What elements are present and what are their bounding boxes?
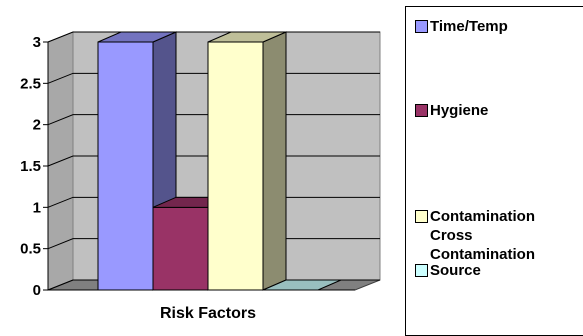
legend-swatch-source [415, 264, 428, 277]
bar-front [97, 41, 154, 291]
legend-swatch-time-temp [415, 20, 428, 33]
bar-side [262, 31, 287, 291]
bar-top [262, 279, 342, 291]
y-tick-label: 1 [33, 199, 41, 216]
bar-front [152, 206, 209, 291]
bar-front [207, 41, 264, 291]
legend-item-contamination: Contamination Cross Contamination [415, 207, 535, 264]
legend-item-hygiene: Hygiene [415, 101, 488, 120]
legend: Time/Temp Hygiene Contamination Cross Co… [405, 6, 583, 336]
y-tick-label: 2.5 [20, 75, 41, 92]
y-tick-label: 0.5 [20, 241, 41, 258]
y-tick-label: 2 [33, 117, 41, 134]
legend-swatch-contamination [415, 210, 428, 223]
legend-label-source: Source [430, 262, 481, 279]
bar-top [207, 31, 287, 43]
legend-item-time-temp: Time/Temp [415, 17, 508, 36]
bar-chart: 3 2.5 2 1.5 1 0.5 0 Risk Factors [20, 31, 381, 322]
x-axis-label: Risk Factors [160, 305, 256, 322]
legend-label-time-temp: Time/Temp [430, 18, 508, 35]
y-tick-label: 3 [33, 34, 41, 51]
y-tick-label: 0 [33, 282, 41, 299]
y-tick-label: 1.5 [20, 158, 41, 175]
legend-swatch-hygiene [415, 104, 428, 117]
legend-label-contamination: Contamination Cross Contamination [430, 208, 535, 263]
legend-item-source: Source [415, 261, 481, 280]
bar [262, 279, 342, 291]
bar-top [97, 31, 177, 43]
bar [207, 31, 287, 291]
legend-label-hygiene: Hygiene [430, 102, 489, 119]
